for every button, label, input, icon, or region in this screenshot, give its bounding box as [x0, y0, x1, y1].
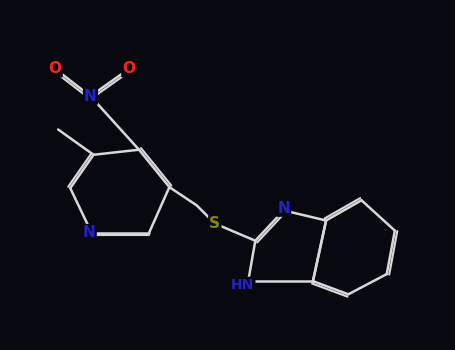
Text: N: N — [277, 201, 290, 216]
Text: S: S — [209, 216, 220, 231]
Text: N: N — [84, 89, 97, 104]
Text: HN: HN — [231, 278, 254, 292]
Text: O: O — [49, 61, 61, 76]
Text: N: N — [83, 225, 96, 240]
Text: O: O — [122, 61, 136, 76]
